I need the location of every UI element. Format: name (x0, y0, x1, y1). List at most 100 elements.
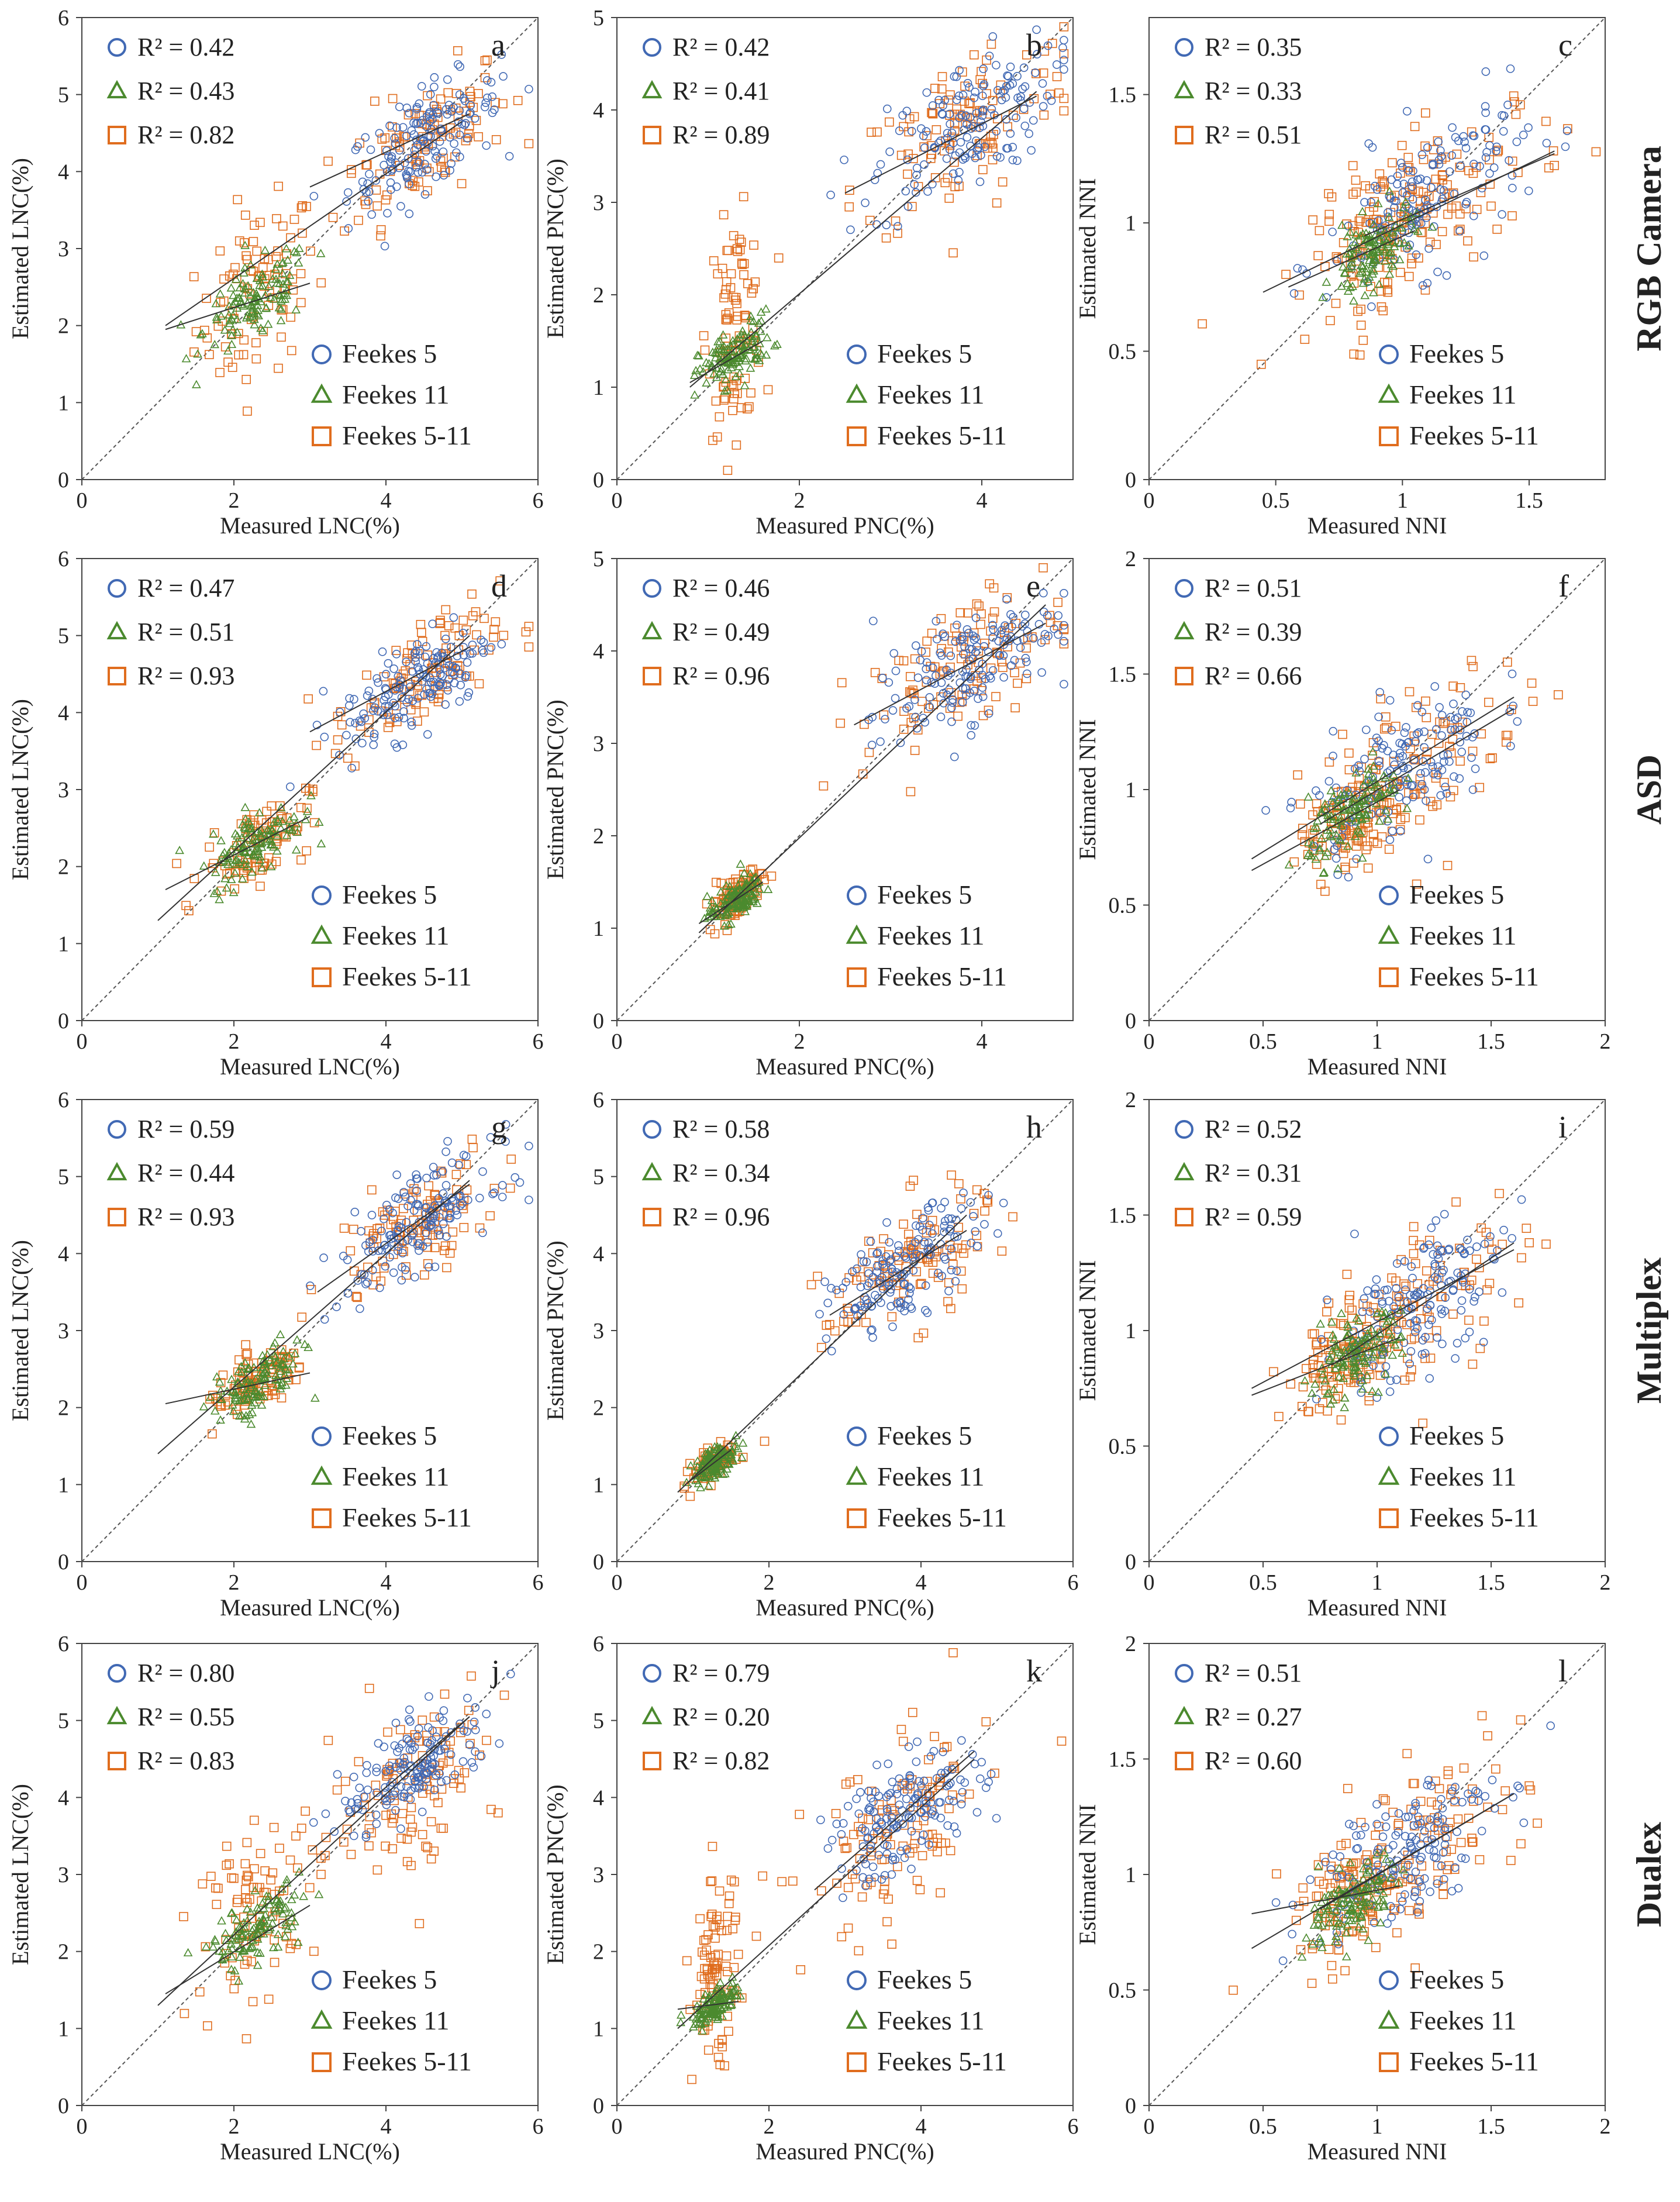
data-point-feekes-5 (977, 151, 985, 160)
data-point-feekes-5 (888, 1322, 897, 1331)
data-point-feekes-5-11 (218, 316, 227, 326)
data-point-feekes-5-11 (1059, 106, 1069, 116)
data-point-feekes-5-11 (450, 152, 460, 162)
data-point-feekes-5-11 (1309, 1329, 1319, 1339)
legend-marker (1379, 1426, 1399, 1446)
data-point-feekes-5-11 (376, 231, 385, 241)
data-point-feekes-5-11 (989, 130, 998, 139)
data-point-feekes-5-11 (180, 2008, 189, 2018)
data-point-feekes-5 (1413, 175, 1423, 184)
data-point-feekes-5-11 (1448, 1310, 1458, 1319)
data-point-feekes-5 (920, 160, 929, 169)
data-point-feekes-5-11 (830, 1326, 840, 1336)
data-point-feekes-5-11 (1516, 100, 1525, 110)
data-point-feekes-5-11 (932, 125, 941, 135)
x-tick-label: 0.5 (1249, 1570, 1277, 1595)
data-point-feekes-5 (937, 109, 947, 118)
data-point-feekes-5 (309, 192, 319, 201)
data-point-feekes-5-11 (354, 1757, 364, 1766)
data-point-feekes-5 (380, 1742, 388, 1752)
data-point-feekes-5 (459, 1150, 468, 1160)
data-point-feekes-5-11 (460, 1768, 470, 1777)
y-tick-label: 1 (593, 916, 604, 941)
data-point-feekes-5-11 (229, 1873, 239, 1883)
data-point-feekes-5 (1408, 1273, 1417, 1283)
data-point-feekes-5-11 (1476, 188, 1486, 198)
data-point-feekes-5-11 (1347, 1305, 1357, 1315)
data-point-feekes-11 (1318, 292, 1327, 301)
data-point-feekes-11 (729, 358, 738, 367)
data-point-feekes-5-11 (750, 277, 760, 287)
data-point-feekes-5 (1402, 106, 1412, 116)
data-point-feekes-5-11 (1327, 192, 1337, 202)
data-point-feekes-5 (984, 709, 993, 718)
data-point-feekes-5 (1408, 182, 1417, 191)
data-point-feekes-5-11 (1308, 1329, 1317, 1339)
data-point-feekes-11 (254, 808, 264, 816)
data-point-feekes-5-11 (740, 311, 750, 320)
data-point-feekes-11 (1322, 277, 1331, 286)
data-point-feekes-5-11 (963, 608, 972, 618)
data-point-feekes-5 (1506, 64, 1515, 73)
data-point-feekes-11 (223, 346, 233, 355)
data-point-feekes-11 (225, 316, 235, 325)
y-tick-label: 3 (58, 1863, 69, 1887)
data-point-feekes-5-11 (712, 432, 722, 442)
data-point-feekes-5-11 (1405, 687, 1415, 697)
data-point-feekes-5-11 (845, 185, 854, 195)
data-point-feekes-5 (946, 119, 954, 129)
data-point-feekes-5-11 (1010, 703, 1020, 712)
data-point-feekes-5-11 (309, 818, 319, 828)
data-point-feekes-5-11 (213, 1883, 223, 1893)
y-tick-label: 2 (1125, 547, 1136, 571)
data-point-feekes-5-11 (1022, 50, 1032, 60)
data-point-feekes-5-11 (959, 1248, 968, 1258)
data-point-feekes-5-11 (728, 405, 737, 415)
data-point-feekes-11 (1395, 239, 1405, 247)
data-point-feekes-5 (389, 664, 398, 673)
data-point-feekes-11 (1371, 256, 1381, 264)
data-point-feekes-5-11 (944, 139, 954, 149)
r2-marker (643, 667, 661, 685)
data-point-feekes-5 (378, 647, 387, 656)
data-point-feekes-5 (936, 712, 946, 721)
r2-marker (1175, 1208, 1193, 1226)
data-point-feekes-5 (1461, 690, 1471, 699)
data-point-feekes-5 (385, 121, 394, 130)
data-point-feekes-5 (972, 109, 981, 118)
data-point-feekes-5-11 (1550, 161, 1559, 170)
data-point-feekes-5-11 (1409, 1249, 1419, 1259)
data-point-feekes-5 (420, 160, 429, 168)
data-point-feekes-11 (232, 315, 242, 323)
data-point-feekes-5-11 (451, 1170, 461, 1180)
data-point-feekes-5-11 (489, 625, 499, 635)
y-tick-label: 1 (1125, 778, 1136, 802)
y-tick-label: 6 (58, 1088, 69, 1112)
data-point-feekes-5 (980, 142, 989, 151)
data-point-feekes-5 (478, 1167, 487, 1176)
data-point-feekes-5-11 (937, 84, 947, 94)
data-point-feekes-5 (1393, 171, 1402, 181)
data-point-feekes-5 (948, 169, 958, 178)
data-point-feekes-5 (1390, 760, 1399, 769)
data-point-feekes-5 (1479, 251, 1489, 260)
data-point-feekes-5 (349, 1831, 358, 1841)
y-tick-label: 2 (593, 824, 604, 849)
fit-line-feekes-11 (1288, 230, 1416, 288)
data-point-feekes-5-11 (966, 119, 976, 129)
data-point-feekes-5-11 (1461, 204, 1471, 213)
data-point-feekes-5-11 (741, 311, 750, 321)
data-point-feekes-5 (1422, 796, 1430, 805)
data-point-feekes-5-11 (1548, 146, 1558, 156)
data-point-feekes-5 (1469, 160, 1478, 168)
data-point-feekes-5-11 (1503, 657, 1512, 667)
data-point-feekes-11 (761, 350, 771, 359)
data-point-feekes-11 (216, 311, 226, 320)
data-point-feekes-5 (894, 1241, 903, 1250)
data-point-feekes-5-11 (1324, 209, 1334, 219)
data-point-feekes-5 (1003, 144, 1012, 153)
panel-letter: c (1558, 27, 1572, 63)
data-point-feekes-5-11 (1447, 203, 1457, 213)
data-point-feekes-5-11 (730, 295, 740, 305)
